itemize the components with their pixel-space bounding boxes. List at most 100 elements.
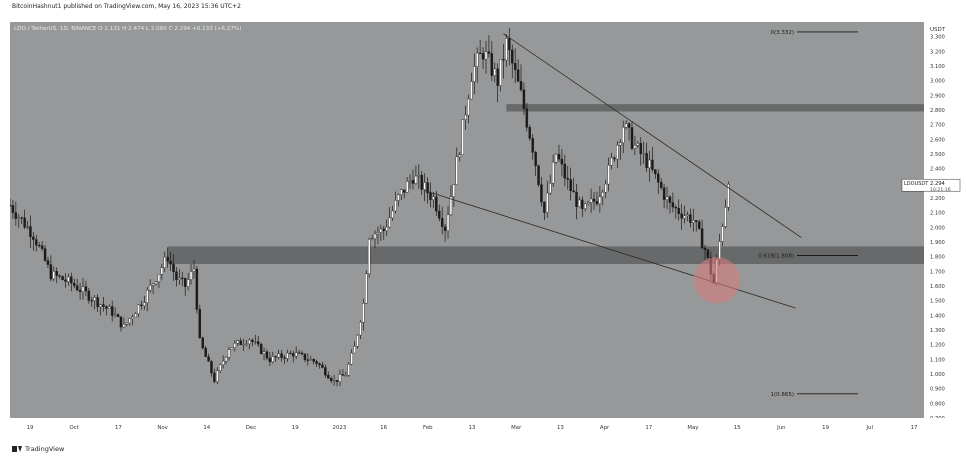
candle-body: [359, 322, 362, 336]
candle-body: [105, 306, 108, 309]
candle-body: [531, 138, 534, 153]
candle-body: [470, 81, 473, 100]
support-zone: [167, 246, 925, 264]
candle-body: [207, 356, 210, 362]
candle-body: [475, 52, 479, 67]
candle-body: [473, 66, 476, 82]
candle-body: [163, 256, 166, 268]
price-tick-label: 2.000: [930, 225, 945, 231]
candle-body: [67, 276, 70, 282]
candle-body: [505, 38, 508, 61]
fib-level-label: 1(0.865): [770, 392, 794, 398]
candle-body: [248, 339, 251, 345]
price-axis-background: [924, 22, 962, 418]
candle-body: [654, 169, 657, 175]
candle-body: [619, 142, 622, 146]
candle-body: [327, 374, 330, 379]
price-tick-label: 1.400: [930, 313, 945, 319]
candle-body: [481, 53, 485, 60]
chart-area[interactable]: 0(3.332) 0.618(1.808) 1(0.865) USDT 3.300 3.…: [10, 22, 962, 436]
candle-body: [402, 189, 406, 193]
candle-body: [157, 274, 161, 282]
candle-body: [251, 339, 254, 342]
candle-body: [575, 191, 578, 207]
candle-body: [671, 202, 675, 208]
candle-body: [148, 284, 152, 291]
candle-body: [394, 200, 397, 212]
candle-body: [458, 154, 461, 158]
candle-body: [563, 163, 567, 179]
time-tick-label: 13: [469, 425, 476, 431]
candle-body: [29, 226, 32, 238]
symbol-legend: LDO / TetherUS, 1D, BINANCE O 2.131 H 2.…: [14, 26, 242, 32]
time-tick-label: Mar: [511, 425, 522, 431]
candle-body: [400, 189, 403, 195]
time-tick-label: 2023: [333, 425, 347, 431]
candle-body: [221, 360, 225, 365]
candle-body: [280, 353, 283, 358]
candle-body: [169, 260, 172, 265]
candle-body: [414, 175, 418, 184]
candle-body: [265, 351, 269, 359]
candle-body: [616, 144, 619, 160]
upper-trendline: [503, 33, 802, 238]
candle-body: [586, 202, 590, 205]
candle-body: [668, 196, 672, 203]
candle-body: [651, 159, 654, 170]
candle-body: [119, 316, 123, 328]
candle-body: [99, 304, 102, 307]
candle-body: [350, 352, 353, 365]
candle-body: [239, 340, 242, 345]
candle-body: [186, 279, 190, 287]
time-tick-label: May: [687, 425, 699, 431]
candle-body: [297, 352, 301, 354]
price-tick-label: 2.500: [930, 152, 945, 158]
candle-body: [528, 127, 532, 139]
candle-body: [595, 201, 599, 205]
price-tick-label: 2.400: [930, 167, 945, 173]
candle-body: [61, 276, 64, 281]
candle-body: [648, 159, 651, 169]
candle-body: [286, 352, 289, 359]
price-chart[interactable]: 0(3.332) 0.618(1.808) 1(0.865) USDT 3.300 3.…: [10, 22, 962, 436]
candle-body: [519, 81, 523, 91]
candle-body: [385, 226, 388, 231]
candle-body: [674, 206, 678, 209]
candle-body: [584, 203, 587, 209]
bar-countdown: 10:21:16: [930, 187, 951, 193]
candle-body: [254, 341, 257, 343]
candle-body: [610, 157, 613, 166]
candle-body: [183, 278, 187, 287]
candle-body: [46, 260, 50, 265]
candle-body: [627, 123, 631, 128]
time-tick-label: 15: [734, 425, 741, 431]
candle-body: [630, 127, 634, 149]
candle-body: [108, 306, 111, 309]
candle-body: [426, 182, 429, 194]
candle-body: [604, 183, 607, 193]
candle-body: [639, 143, 642, 155]
fib-level-label: 0.618(1.808): [758, 253, 794, 259]
candle-body: [496, 68, 499, 86]
candle-body: [382, 228, 385, 231]
candle-body: [662, 187, 666, 200]
candle-body: [446, 214, 450, 231]
candle-body: [289, 352, 292, 355]
candle-body: [43, 248, 47, 261]
candle-body: [537, 165, 540, 185]
candle-body: [478, 52, 482, 55]
candle-body: [464, 114, 467, 120]
candle-body: [233, 342, 237, 348]
candle-body: [549, 183, 552, 194]
candle-body: [140, 304, 143, 306]
current-price-tag: [901, 178, 961, 192]
price-tick-label: 2.200: [930, 196, 945, 202]
candle-body: [522, 89, 526, 109]
publisher-header: BitcoinHashnut1 published on TradingView…: [12, 3, 241, 10]
candle-body: [143, 302, 146, 306]
price-tick-label: 1.700: [930, 269, 945, 275]
candle-body: [102, 304, 105, 307]
candle-body: [78, 289, 82, 292]
time-tick-label: 17: [911, 425, 918, 431]
candle-body: [154, 281, 158, 285]
